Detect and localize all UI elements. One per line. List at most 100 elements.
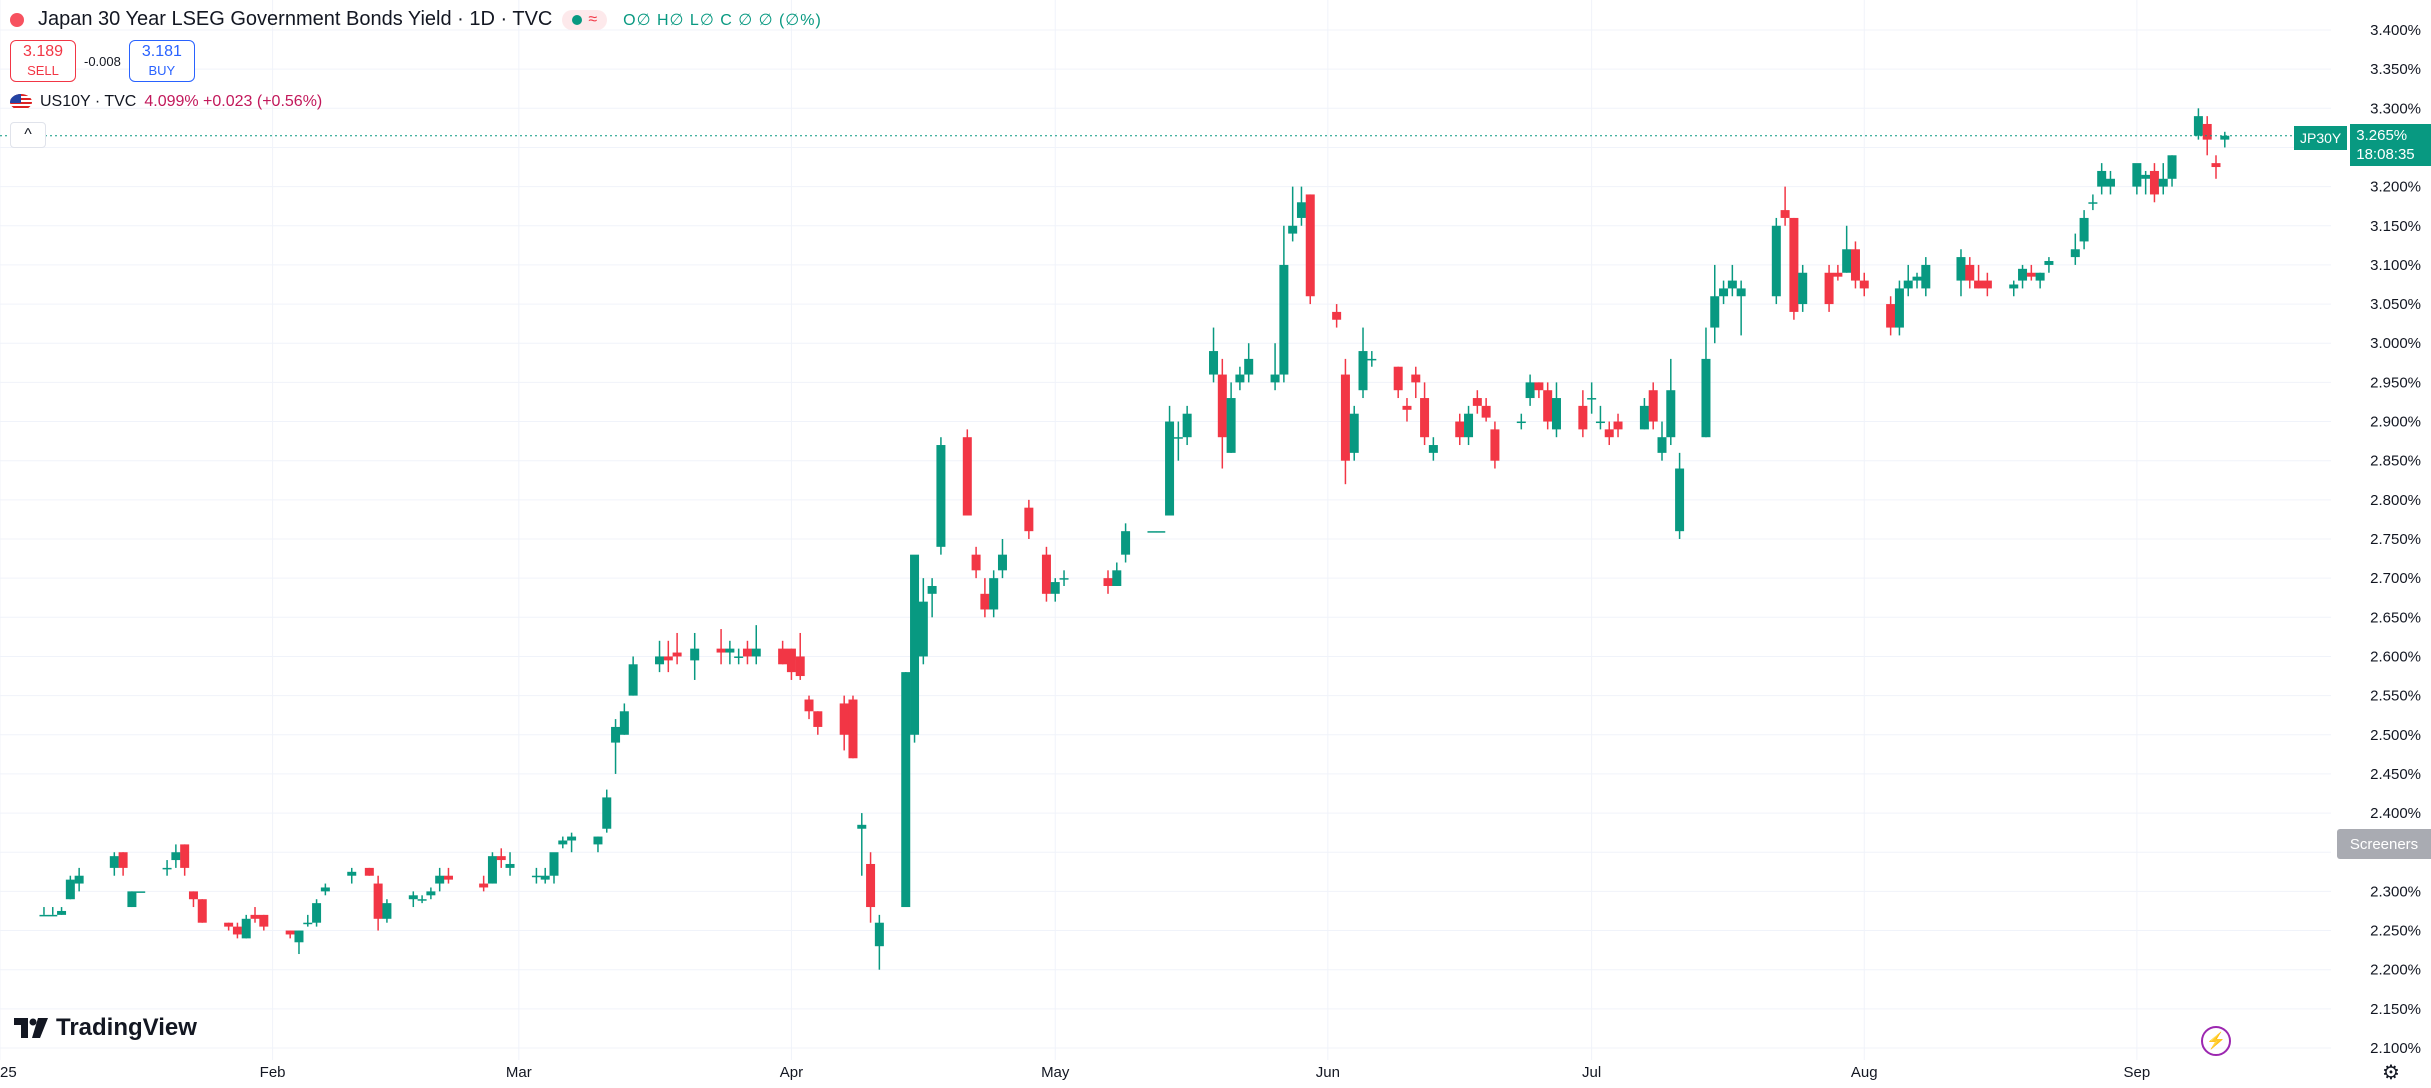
candle (628, 656, 638, 696)
candle (663, 640, 673, 673)
candle (1780, 186, 1790, 226)
symbol-title[interactable]: Japan 30 Year LSEG Government Bonds Yiel… (38, 8, 553, 30)
candle (1182, 405, 1192, 446)
candle-body (927, 585, 937, 594)
candle-body (1296, 202, 1306, 218)
candle (382, 899, 392, 923)
candle (1165, 405, 1175, 516)
candle (857, 813, 867, 876)
candle-body (1332, 311, 1342, 320)
screeners-button[interactable]: Screeners (2337, 829, 2431, 859)
y-tick-label: 2.450% (2370, 766, 2421, 783)
candle (232, 922, 242, 939)
candle-body (57, 910, 67, 915)
candle (619, 703, 629, 735)
candle-body (2211, 163, 2221, 168)
candle-body (136, 891, 146, 893)
candle-body (1455, 421, 1465, 438)
buy-button[interactable]: 3.181 BUY (128, 40, 195, 82)
candle (1472, 390, 1482, 414)
x-tick-label: 2025 (0, 1064, 17, 1081)
candle (1244, 343, 1254, 383)
compare-symbol-row[interactable]: US10Y · TVC 4.099% +0.023 (+0.56%) (10, 93, 322, 111)
candle (1402, 398, 1412, 422)
candle-body (1666, 390, 1676, 438)
lightning-icon[interactable]: ⚡ (2201, 1026, 2231, 1056)
candle-body (285, 930, 295, 935)
candle (1279, 225, 1289, 383)
candle (611, 719, 621, 774)
candle (487, 852, 497, 884)
gear-icon[interactable]: ⚙ (2382, 1062, 2400, 1084)
candle (1340, 358, 1350, 485)
candle-body (1543, 390, 1553, 422)
candle (2018, 264, 2028, 289)
candle (417, 895, 427, 904)
candle-body (567, 836, 577, 841)
candle-body (1912, 276, 1922, 281)
candle-body (742, 648, 752, 657)
tradingview-logo[interactable]: TradingView (14, 1014, 197, 1042)
live-dot-icon (572, 14, 583, 25)
candle (690, 632, 700, 680)
candle-body (241, 918, 251, 939)
sell-button[interactable]: 3.189 SELL (10, 40, 76, 82)
candle (1710, 264, 1720, 344)
chart-legend: Japan 30 Year LSEG Government Bonds Yiel… (10, 8, 822, 31)
candle (294, 930, 304, 955)
y-tick-label: 2.150% (2370, 1001, 2421, 1018)
y-tick-label: 2.650% (2370, 609, 2421, 626)
candle (1226, 382, 1236, 453)
candle-body (479, 883, 489, 888)
candle-body (1974, 280, 1984, 289)
candle-body (1428, 445, 1438, 453)
candle (1974, 264, 1984, 289)
candle (162, 860, 172, 876)
candle (567, 832, 577, 853)
market-status-pill[interactable]: ≈ (562, 9, 608, 30)
candle-body (1886, 304, 1896, 328)
candle-body (1798, 272, 1808, 305)
candle-body (496, 856, 506, 861)
candle-body (997, 554, 1007, 571)
candle-body (303, 922, 313, 925)
x-tick-label: Jul (1582, 1064, 1601, 1081)
buy-price: 3.181 (141, 43, 182, 60)
candle (989, 570, 999, 618)
candle (1842, 225, 1852, 273)
candle (2193, 108, 2203, 140)
candle-body (1613, 421, 1623, 430)
candle (1648, 382, 1658, 430)
candle (1420, 382, 1430, 446)
candle-body (1736, 288, 1746, 297)
candle (1112, 562, 1122, 586)
collapse-legend-button[interactable]: ^ (10, 122, 46, 148)
candle (197, 899, 207, 923)
candle (1956, 249, 1966, 297)
candle (716, 629, 726, 665)
candle-body (531, 875, 541, 878)
candle (65, 875, 75, 900)
candle (136, 891, 146, 893)
candle (1156, 531, 1166, 533)
candle (1270, 343, 1280, 391)
candle-body (786, 648, 796, 673)
candle-body (848, 699, 858, 759)
candle (2158, 163, 2168, 195)
candle-body (1393, 366, 1403, 391)
candle-body (1903, 280, 1913, 289)
buy-label: BUY (148, 63, 176, 78)
price-tag-countdown: 18:08:35 (2356, 146, 2415, 163)
candle (2097, 163, 2107, 195)
candle (180, 844, 190, 876)
candle (57, 907, 67, 915)
candle (997, 539, 1007, 579)
sell-price: 3.189 (22, 43, 64, 60)
candle-body (1719, 288, 1729, 297)
tradingview-mark-icon (14, 1018, 48, 1038)
candle-body (1050, 582, 1060, 594)
candle-body (989, 578, 999, 610)
candle (778, 640, 788, 665)
candle (901, 672, 911, 908)
